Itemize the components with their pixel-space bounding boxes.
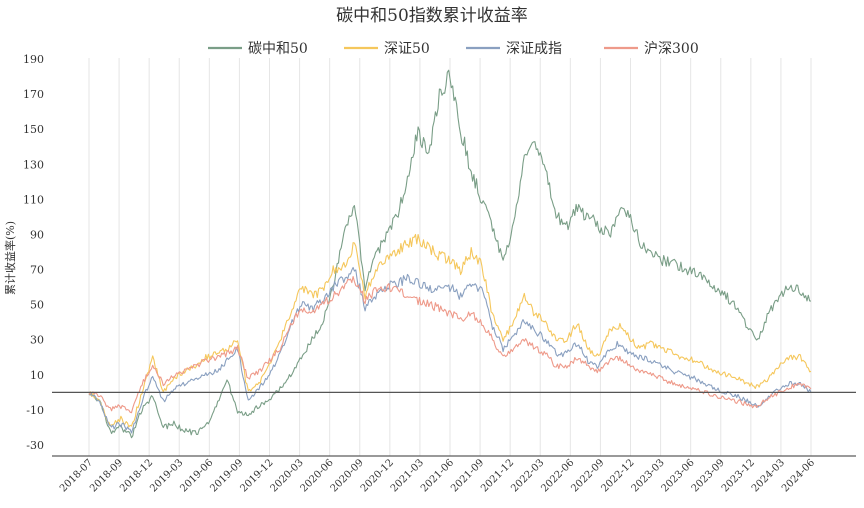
- legend-item-2: 深证成指: [466, 41, 562, 57]
- y-tick-label: 190: [23, 53, 44, 66]
- y-tick-label: 10: [30, 369, 44, 382]
- y-tick-label: 30: [30, 334, 44, 347]
- gridlines: [88, 58, 812, 456]
- legend: 碳中和50 深证50 深证成指 沪深300: [208, 41, 699, 57]
- y-ticks: 190 170 150 130 110 90 70 50 30 10 -10 -30: [23, 53, 44, 452]
- y-tick-label: 50: [30, 299, 44, 312]
- y-tick-label: 130: [23, 158, 44, 171]
- y-tick-label: -10: [26, 404, 44, 417]
- series-line-0: [88, 69, 812, 439]
- legend-item-1: 深证50: [344, 41, 430, 57]
- y-tick-label: 170: [23, 88, 44, 101]
- legend-item-0: 碳中和50: [208, 41, 308, 57]
- y-tick-label: 150: [23, 123, 44, 136]
- legend-item-3: 沪深300: [604, 41, 699, 57]
- y-axis-label: 累计收益率(%): [3, 221, 17, 295]
- legend-label-2: 深证成指: [506, 41, 562, 57]
- y-tick-label: 90: [30, 228, 44, 241]
- series-line-1: [88, 233, 812, 428]
- y-tick-label: 70: [30, 264, 44, 277]
- series-line-3: [88, 275, 812, 414]
- legend-label-1: 深证50: [384, 41, 430, 57]
- legend-label-3: 沪深300: [644, 41, 699, 57]
- series-lines: [88, 69, 812, 439]
- chart-title: 碳中和50指数累计收益率: [336, 6, 528, 26]
- y-tick-label: 110: [23, 193, 44, 206]
- legend-label-0: 碳中和50: [248, 41, 308, 57]
- series-line-2: [88, 266, 812, 434]
- x-tick-label: 2024-06: [780, 457, 817, 494]
- y-tick-label: -30: [26, 439, 44, 452]
- x-ticks: 2018-072018-092018-122019-032019-062019-…: [58, 457, 817, 494]
